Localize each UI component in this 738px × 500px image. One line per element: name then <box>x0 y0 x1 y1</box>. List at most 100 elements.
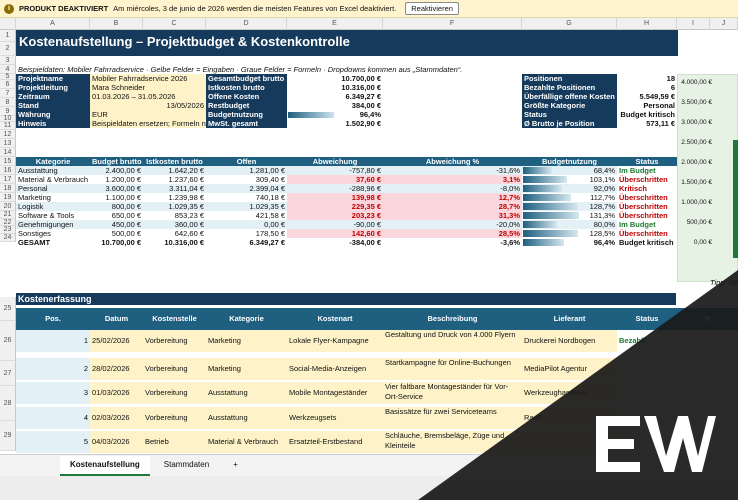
row-header-9[interactable]: 9 <box>0 107 16 116</box>
kpi2-value: 6 <box>670 83 675 92</box>
position-kostenstelle[interactable]: Vorbereitung <box>143 382 206 404</box>
row-header-10[interactable]: 10 <box>0 115 16 122</box>
row-header-3[interactable]: 3 <box>0 56 16 65</box>
category-name: Sonstiges <box>18 229 51 238</box>
category-usage: 112,7% <box>590 193 615 202</box>
row-header-18[interactable]: 18 <box>0 184 16 193</box>
column-header-c[interactable]: C <box>143 18 206 30</box>
row-header-5[interactable]: 5 <box>0 73 16 80</box>
row-header-22[interactable]: 22 <box>0 219 16 226</box>
info-value[interactable]: Mobiler Fahrradservice 2026 <box>90 74 206 83</box>
position-column-header: Kostenstelle <box>143 308 206 330</box>
row-header-19[interactable]: 19 <box>0 193 16 202</box>
row-header-29[interactable]: 29 <box>0 421 16 451</box>
category-budget[interactable]: 10.700,00 € <box>101 238 141 247</box>
tab-kostenaufstellung[interactable]: Kostenaufstellung <box>60 456 150 476</box>
row-header-12[interactable]: 12 <box>0 130 16 139</box>
column-header-i[interactable]: I <box>677 18 710 30</box>
category-column-header: Abweichung <box>287 157 383 166</box>
position-kostenstelle[interactable]: Vorbereitung <box>143 330 206 352</box>
column-header-g[interactable]: G <box>522 18 617 30</box>
position-kostenstelle[interactable]: Vorbereitung <box>143 358 206 380</box>
row-header-27[interactable]: 27 <box>0 361 16 386</box>
row-header-15[interactable]: 15 <box>0 157 16 166</box>
column-header-e[interactable]: E <box>287 18 383 30</box>
row-header-26[interactable]: 26 <box>0 321 16 361</box>
column-header-b[interactable]: B <box>90 18 143 30</box>
category-status: Überschritten <box>619 229 668 238</box>
position-kostenstelle[interactable]: Vorbereitung <box>143 407 206 429</box>
category-name: Software & Tools <box>18 211 75 220</box>
row-header-25[interactable]: 25 <box>0 297 16 321</box>
select-all-corner[interactable] <box>0 18 16 30</box>
row-header-2[interactable]: 2 <box>0 42 16 56</box>
position-date[interactable]: 04/03/2026 <box>90 431 143 453</box>
category-budget[interactable]: 2.400,00 € <box>90 166 143 175</box>
position-kostenstelle[interactable]: Betrieb <box>143 431 206 453</box>
position-date[interactable]: 02/03/2026 <box>90 407 143 429</box>
position-kategorie[interactable]: Marketing <box>206 330 287 352</box>
category-budget[interactable]: 650,00 € <box>111 211 141 220</box>
position-kostenart[interactable]: Mobile Montageständer <box>287 382 383 404</box>
category-budget[interactable]: 1.200,00 € <box>105 175 141 184</box>
row-header-16[interactable]: 16 <box>0 166 16 175</box>
category-budget[interactable]: 3.600,00 € <box>90 184 143 193</box>
row-header-4[interactable]: 4 <box>0 65 16 74</box>
row-header-28[interactable]: 28 <box>0 386 16 421</box>
position-date[interactable]: 28/02/2026 <box>90 358 143 380</box>
category-budget[interactable]: 1.100,00 € <box>105 193 141 202</box>
category-ist: 853,23 € <box>174 211 204 220</box>
category-column-header: Budget brutto <box>90 157 143 166</box>
row-header-14[interactable]: 14 <box>0 148 16 157</box>
category-budget[interactable]: 500,00 € <box>111 229 141 238</box>
position-kategorie[interactable]: Material & Verbrauch <box>206 431 287 453</box>
row-header-24[interactable]: 24 <box>0 234 16 242</box>
column-header-j[interactable]: J <box>710 18 738 30</box>
category-budget[interactable]: 800,00 € <box>90 202 143 211</box>
position-date[interactable]: 01/03/2026 <box>90 382 143 404</box>
column-header-h[interactable]: H <box>617 18 677 30</box>
info-value[interactable]: EUR <box>90 110 206 119</box>
column-header-a[interactable]: A <box>16 18 90 30</box>
position-kostenart[interactable]: Ersatzteil-Erstbestand <box>287 431 383 453</box>
kpi-value: 10.316,00 € <box>341 83 381 92</box>
usage-databar <box>523 176 568 183</box>
category-chart[interactable] <box>677 74 738 282</box>
info-value[interactable]: Beispieldaten ersetzen; Formeln n <box>90 119 206 128</box>
position-date[interactable]: 25/02/2026 <box>90 330 143 352</box>
position-kostenart[interactable]: Lokale Flyer-Kampagne <box>287 330 383 352</box>
row-header-7[interactable]: 7 <box>0 89 16 98</box>
row-header-8[interactable]: 8 <box>0 98 16 107</box>
add-sheet-button[interactable]: + <box>233 460 238 469</box>
category-usage: 96,4% <box>593 238 615 247</box>
position-kostenart[interactable]: Social-Media-Anzeigen <box>287 358 383 380</box>
row-header-23[interactable]: 23 <box>0 226 16 234</box>
category-name: GESAMT <box>18 238 51 247</box>
info-value[interactable]: 13/05/2026 <box>90 101 206 110</box>
category-abweichung-pct: 12,7% <box>383 193 522 202</box>
row-header-20[interactable]: 20 <box>0 202 16 211</box>
info-value[interactable]: 01.03.2026 – 31.05.2026 <box>90 92 206 101</box>
reactivate-button[interactable]: Reaktivieren <box>405 2 459 15</box>
kpi-label: Offene Kosten <box>206 92 287 101</box>
kpi-label: Restbudget <box>206 101 287 110</box>
row-header-21[interactable]: 21 <box>0 211 16 219</box>
info-value[interactable]: Mara Schneider <box>90 83 206 92</box>
column-header-f[interactable]: F <box>383 18 522 30</box>
chart-axis-label: 4.000,00 € <box>681 79 712 86</box>
category-status: Überschritten <box>619 175 668 184</box>
row-header-1[interactable]: 1 <box>0 30 16 42</box>
column-header-d[interactable]: D <box>206 18 287 30</box>
row-header-13[interactable]: 13 <box>0 139 16 148</box>
tab-stammdaten[interactable]: Stammdaten <box>163 460 210 469</box>
position-kostenart[interactable]: Werkzeugsets <box>287 407 383 429</box>
row-header-17[interactable]: 17 <box>0 175 16 184</box>
kpi-label: Budgetnutzung <box>206 110 287 119</box>
position-kategorie[interactable]: Ausstattung <box>206 382 287 404</box>
position-kategorie[interactable]: Ausstattung <box>206 407 287 429</box>
kpi-value: 96,4% <box>359 110 381 119</box>
position-kategorie[interactable]: Marketing <box>206 358 287 380</box>
category-budget[interactable]: 450,00 € <box>90 220 143 229</box>
row-header-11[interactable]: 11 <box>0 122 16 130</box>
row-header-6[interactable]: 6 <box>0 80 16 89</box>
